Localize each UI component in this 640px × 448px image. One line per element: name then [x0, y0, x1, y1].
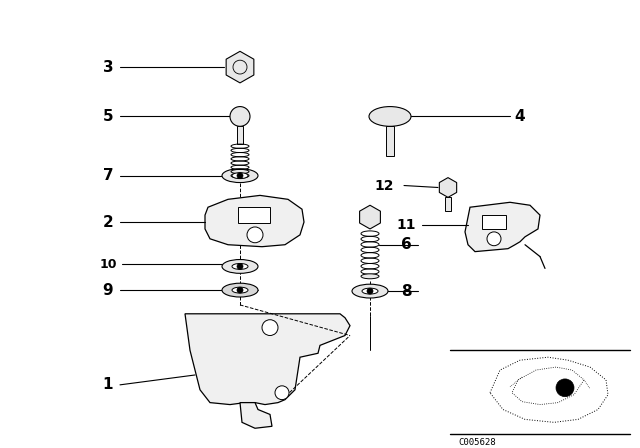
Circle shape: [237, 172, 243, 179]
Bar: [237, 126, 243, 144]
Ellipse shape: [352, 284, 388, 298]
Circle shape: [247, 227, 263, 243]
Circle shape: [262, 320, 278, 336]
Ellipse shape: [361, 274, 379, 279]
Polygon shape: [360, 205, 380, 229]
Text: 3: 3: [102, 60, 113, 75]
Text: 12: 12: [374, 178, 394, 193]
Ellipse shape: [362, 288, 378, 294]
Text: 2: 2: [102, 215, 113, 229]
Circle shape: [233, 60, 247, 74]
Text: 4: 4: [515, 109, 525, 124]
Bar: [482, 215, 506, 229]
Circle shape: [230, 107, 250, 126]
Circle shape: [556, 379, 574, 396]
Ellipse shape: [222, 169, 258, 182]
Ellipse shape: [222, 259, 258, 273]
Bar: [445, 198, 451, 211]
Ellipse shape: [232, 172, 248, 179]
Polygon shape: [226, 52, 254, 83]
Polygon shape: [205, 195, 304, 247]
Polygon shape: [240, 403, 272, 428]
Text: 1: 1: [103, 377, 113, 392]
Text: 11: 11: [396, 218, 416, 232]
Ellipse shape: [222, 283, 258, 297]
Text: 9: 9: [102, 283, 113, 297]
Text: 5: 5: [102, 109, 113, 124]
Ellipse shape: [231, 173, 249, 178]
Polygon shape: [465, 202, 540, 252]
Text: 8: 8: [401, 284, 412, 299]
Polygon shape: [185, 314, 350, 405]
Circle shape: [275, 386, 289, 400]
Text: 6: 6: [401, 237, 412, 252]
Circle shape: [237, 263, 243, 269]
Text: C005628: C005628: [458, 438, 495, 447]
Circle shape: [487, 232, 501, 246]
Circle shape: [237, 287, 243, 293]
Text: 10: 10: [99, 258, 116, 271]
Ellipse shape: [232, 263, 248, 269]
Bar: [238, 207, 270, 223]
Ellipse shape: [369, 107, 411, 126]
Polygon shape: [439, 177, 457, 198]
Bar: [386, 126, 394, 156]
Circle shape: [367, 288, 373, 294]
Ellipse shape: [232, 287, 248, 293]
Text: 7: 7: [102, 168, 113, 183]
